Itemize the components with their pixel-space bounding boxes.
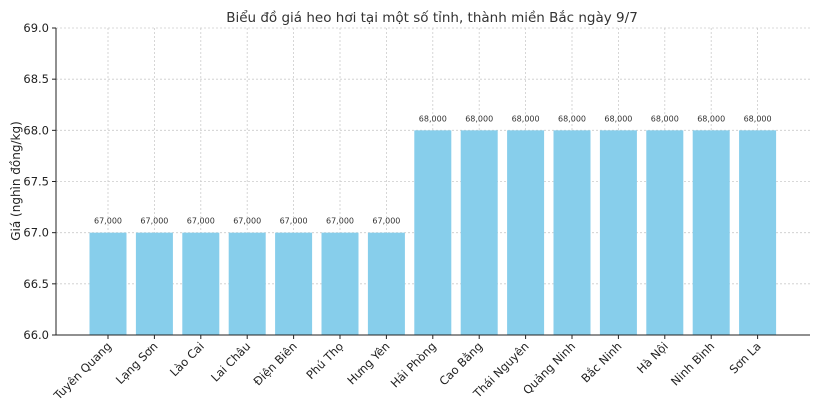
data-label: 67,000 [326, 217, 354, 226]
y-tick-labels: 66.0 66.5 67.0 67.5 68.0 68.5 69.0 [23, 21, 49, 342]
bar [228, 232, 266, 335]
bar [507, 130, 545, 335]
x-tick-label: Hưng Yên [344, 339, 392, 387]
bar [367, 232, 405, 335]
bar [599, 130, 637, 335]
bars [89, 130, 777, 335]
x-tick-label: Sơn La [726, 339, 763, 376]
data-label: 68,000 [558, 114, 586, 123]
x-tick-label: Điện Biên [251, 339, 300, 388]
bar [553, 130, 591, 335]
x-tick-label: Lai Châu [208, 339, 253, 384]
bar [692, 130, 730, 335]
x-tick-label: Cao Bằng [436, 339, 485, 388]
bar [646, 130, 684, 335]
bar [135, 232, 173, 335]
y-axis-label: Giá (nghìn đồng/kg) [9, 121, 23, 241]
x-tick-label: Phú Thọ [303, 339, 346, 382]
data-label: 68,000 [419, 114, 447, 123]
data-label: 68,000 [465, 114, 493, 123]
data-label: 67,000 [187, 217, 215, 226]
x-tick-label: Bắc Ninh [578, 339, 624, 385]
data-label: 67,000 [280, 217, 308, 226]
bar [414, 130, 452, 335]
x-tick-label: Lào Cai [167, 339, 207, 379]
data-label: 68,000 [744, 114, 772, 123]
data-label: 67,000 [372, 217, 400, 226]
chart-title: Biểu đồ giá heo hơi tại một số tỉnh, thà… [226, 9, 638, 26]
x-tick-label: Hà Nội [634, 339, 671, 376]
axes [52, 27, 810, 339]
x-tick-label: Lạng Sơn [113, 339, 161, 387]
x-tick-label: Tuyên Quang [50, 339, 114, 403]
y-tick-label: 67.5 [23, 175, 49, 189]
data-label: 68,000 [697, 114, 725, 123]
data-label: 68,000 [604, 114, 632, 123]
bar [182, 232, 220, 335]
bar [739, 130, 777, 335]
bar [321, 232, 359, 335]
y-tick-label: 69.0 [23, 21, 49, 35]
x-tick-label: Hải Phòng [388, 339, 439, 390]
bar [460, 130, 498, 335]
data-labels: 67,000 67,000 67,000 67,000 67,000 67,000 67,0… [94, 114, 772, 225]
data-label: 67,000 [94, 217, 122, 226]
y-tick-label: 68.5 [23, 72, 49, 86]
bar [275, 232, 313, 335]
x-tick-label: Ninh Bình [668, 339, 717, 388]
y-tick-label: 66.0 [23, 328, 49, 342]
data-label: 68,000 [512, 114, 540, 123]
data-label: 68,000 [651, 114, 679, 123]
bar [89, 232, 127, 335]
data-label: 67,000 [233, 217, 261, 226]
y-tick-label: 68.0 [23, 123, 49, 137]
y-tick-label: 66.5 [23, 277, 49, 291]
y-tick-label: 67.0 [23, 226, 49, 240]
data-label: 67,000 [140, 217, 168, 226]
